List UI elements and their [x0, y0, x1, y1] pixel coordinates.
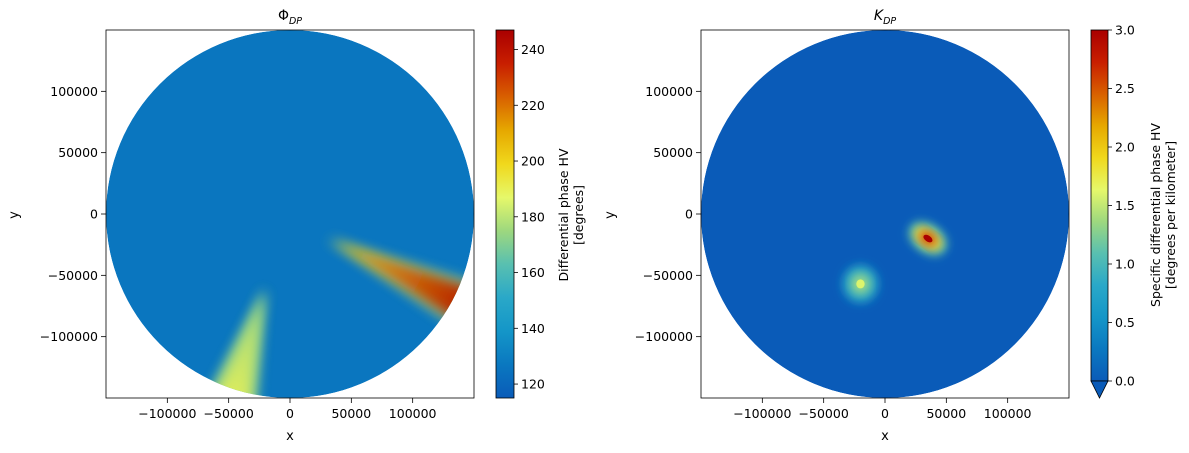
phidp-colorbar-tick-label: 240 — [521, 42, 545, 57]
phidp-plot-area: −100000 −50000 0 50000 100000 −100000 −50000 0 5… — [40, 29, 475, 421]
kdp-panel: KDP −100000 −50000 0 50000 100000 −100000 −500… — [603, 8, 1178, 444]
phidp-radar-disc — [106, 30, 474, 398]
kdp-colorbar-tick-label: 0.5 — [1115, 315, 1135, 330]
kdp-colorbar-gradient — [1090, 29, 1109, 382]
phidp-ytick-label: 50000 — [58, 145, 98, 160]
phidp-xlabel: x — [286, 429, 294, 444]
phidp-ytick-label: −50000 — [48, 268, 98, 283]
kdp-xtick-label: 0 — [881, 406, 889, 421]
phidp-xtick-label: 100000 — [389, 406, 437, 421]
kdp-xlabel: x — [881, 429, 889, 444]
phidp-xtick-label: −100000 — [138, 406, 196, 421]
kdp-xtick-label: 50000 — [926, 406, 966, 421]
kdp-colorbar-label: Specific differential phase HV[degrees p… — [1148, 123, 1178, 307]
kdp-ytick-label: 100000 — [645, 84, 693, 99]
kdp-ylabel: y — [603, 211, 618, 219]
kdp-xtick-label: −50000 — [799, 406, 849, 421]
kdp-ytick-label: −100000 — [635, 329, 693, 344]
kdp-xtick-label: 100000 — [984, 406, 1032, 421]
kdp-xtick-label: −100000 — [733, 406, 791, 421]
kdp-radar-disc — [701, 30, 1069, 398]
phidp-ytick-label: 0 — [90, 207, 98, 222]
phidp-ylabel: y — [7, 211, 22, 219]
phidp-ytick-label: −100000 — [40, 329, 98, 344]
phidp-xtick-label: −50000 — [204, 406, 254, 421]
phidp-colorbar-tick-label: 180 — [521, 209, 545, 224]
phidp-colorbar-tick-label: 120 — [521, 377, 545, 392]
phidp-panel: ΦDP −100000 −50000 0 50000 100000 −100000 −500… — [7, 8, 586, 444]
phidp-colorbar: 120 140 160 180 200 220 240 — [495, 29, 545, 399]
kdp-blob-1 — [842, 264, 879, 303]
phidp-colorbar-gradient — [495, 29, 515, 399]
kdp-colorbar-tick-label: 2.5 — [1115, 81, 1135, 96]
phidp-ytick-label: 100000 — [50, 84, 98, 99]
kdp-colorbar-tick-label: 1.5 — [1115, 198, 1135, 213]
kdp-blob-0 — [908, 221, 947, 256]
phidp-xtick-label: 50000 — [331, 406, 371, 421]
phidp-colorbar-tick-label: 160 — [521, 265, 545, 280]
kdp-colorbar: 0.0 0.5 1.0 1.5 2.0 2.5 3.0 — [1090, 23, 1135, 399]
phidp-xtick-label: 0 — [286, 406, 294, 421]
kdp-title: KDP — [874, 8, 897, 27]
kdp-ytick-label: 0 — [685, 207, 693, 222]
kdp-colorbar-tick-label: 2.0 — [1115, 140, 1135, 155]
phidp-title: ΦDP — [278, 8, 302, 27]
kdp-colorbar-tick-label: 1.0 — [1115, 257, 1135, 272]
phidp-colorbar-tick-label: 140 — [521, 321, 545, 336]
phidp-colorbar-tick-label: 200 — [521, 154, 545, 169]
kdp-ytick-label: 50000 — [653, 145, 693, 160]
kdp-colorbar-tick-label: 3.0 — [1115, 23, 1135, 38]
phidp-colorbar-tick-label: 220 — [521, 98, 545, 113]
phidp-colorbar-label: Differential phase HV[degrees] — [556, 148, 586, 281]
kdp-colorbar-tick-label: 0.0 — [1115, 374, 1135, 389]
kdp-ytick-label: −50000 — [643, 268, 693, 283]
kdp-colorbar-extend-min — [1090, 380, 1109, 399]
kdp-plot-area: −100000 −50000 0 50000 100000 −100000 −50000 0 5… — [635, 29, 1070, 421]
